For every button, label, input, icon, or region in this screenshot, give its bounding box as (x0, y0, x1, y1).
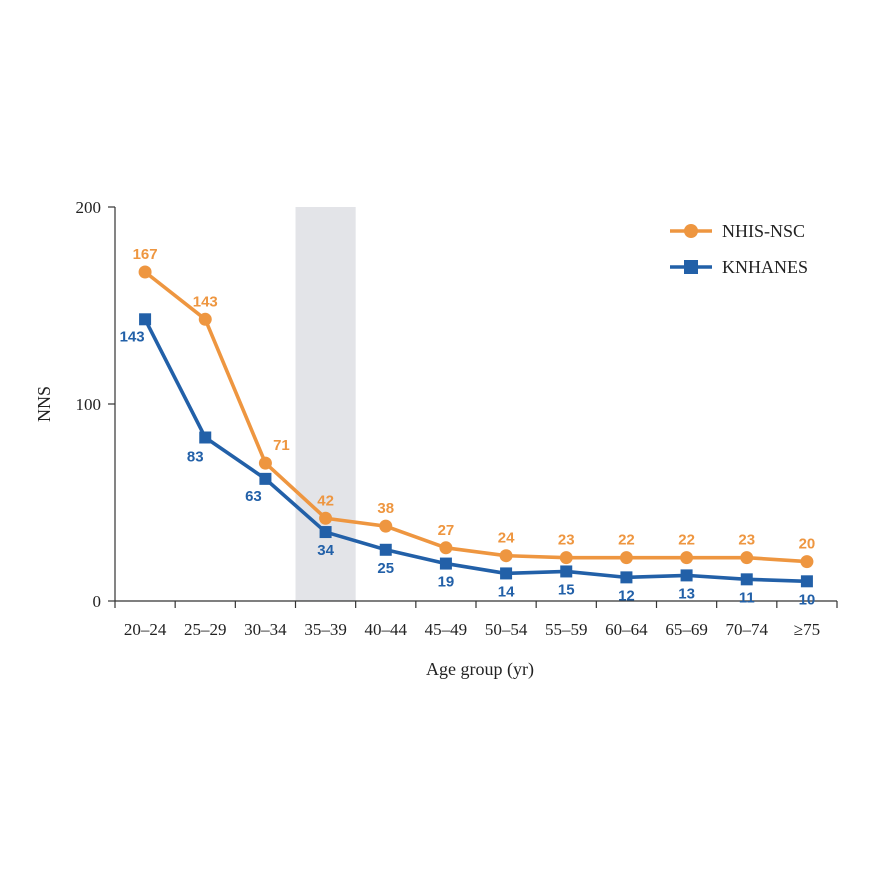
data-point (740, 551, 754, 565)
data-label: 14 (498, 583, 515, 600)
x-tick-label: 20–24 (124, 620, 167, 639)
data-point (560, 565, 573, 578)
y-axis-title: NNS (34, 386, 54, 422)
data-label: 15 (558, 581, 575, 598)
series-line (143, 318, 807, 584)
data-point (198, 312, 212, 326)
x-tick-label: 55–59 (545, 620, 588, 639)
series-layer (138, 265, 814, 588)
data-point (500, 567, 513, 580)
data-point (379, 543, 392, 556)
data-label: 71 (273, 437, 290, 454)
y-tick-label: 200 (76, 198, 102, 217)
data-label: 27 (438, 522, 455, 539)
data-point (139, 313, 152, 326)
data-point (680, 551, 694, 565)
legend-label: NHIS-NSC (722, 221, 805, 241)
data-label: 143 (120, 328, 145, 345)
data-point (319, 511, 333, 525)
data-label: 11 (739, 589, 755, 606)
data-point (439, 557, 452, 570)
series-line (143, 270, 808, 564)
x-tick-label: 50–54 (485, 620, 528, 639)
legend-marker (684, 224, 698, 238)
legend-label: KNHANES (722, 257, 808, 277)
data-label: 63 (245, 488, 262, 505)
data-label: 167 (133, 246, 158, 263)
data-point (199, 431, 212, 444)
x-tick-label: ≥75 (794, 620, 820, 639)
data-label: 20 (799, 536, 816, 553)
data-point (619, 551, 633, 565)
x-tick-label: 65–69 (665, 620, 708, 639)
x-tick-label: 45–49 (425, 620, 468, 639)
x-tick-label: 70–74 (726, 620, 769, 639)
y-tick-label: 0 (93, 592, 102, 611)
data-label: 22 (678, 532, 695, 549)
data-label: 38 (377, 500, 394, 517)
data-point (620, 571, 633, 584)
data-label: 25 (377, 560, 394, 577)
data-point (800, 555, 814, 569)
data-label: 24 (498, 530, 515, 547)
data-label: 10 (799, 591, 816, 608)
data-label: 23 (738, 532, 755, 549)
data-label: 22 (618, 532, 635, 549)
data-label: 83 (187, 448, 204, 465)
data-label: 13 (678, 585, 695, 602)
legend-marker (684, 260, 698, 274)
x-axis-title: Age group (yr) (426, 659, 534, 680)
data-label: 143 (193, 293, 218, 310)
y-ticks: 0 100 200 (76, 198, 115, 611)
data-point (138, 265, 152, 279)
x-tick-label: 25–29 (184, 620, 227, 639)
data-point (439, 541, 453, 555)
data-point (800, 575, 813, 588)
data-point (259, 472, 272, 485)
x-tick-label: 30–34 (244, 620, 287, 639)
data-point (499, 549, 513, 563)
data-point (740, 573, 753, 586)
data-label: 23 (558, 532, 575, 549)
legend: NHIS-NSC KNHANES (670, 221, 808, 277)
x-ticks: 20–24 25–29 30–34 35–39 40–44 45–49 50–54 55–59… (114, 601, 838, 639)
x-tick-label: 35–39 (304, 620, 347, 639)
data-point (379, 519, 393, 533)
data-point (559, 551, 573, 565)
data-point (258, 456, 272, 470)
data-label: 34 (317, 542, 334, 559)
data-label: 42 (317, 492, 334, 509)
data-label: 12 (618, 587, 635, 604)
data-point (319, 526, 332, 539)
x-tick-label: 40–44 (365, 620, 408, 639)
data-labels: 167 143 71 42 38 27 24 23 22 22 23 20 143 83 63 34 25 19 1… (120, 246, 816, 608)
data-point (680, 569, 693, 582)
x-tick-label: 60–64 (605, 620, 648, 639)
data-label: 19 (438, 574, 455, 591)
y-tick-label: 100 (76, 395, 102, 414)
